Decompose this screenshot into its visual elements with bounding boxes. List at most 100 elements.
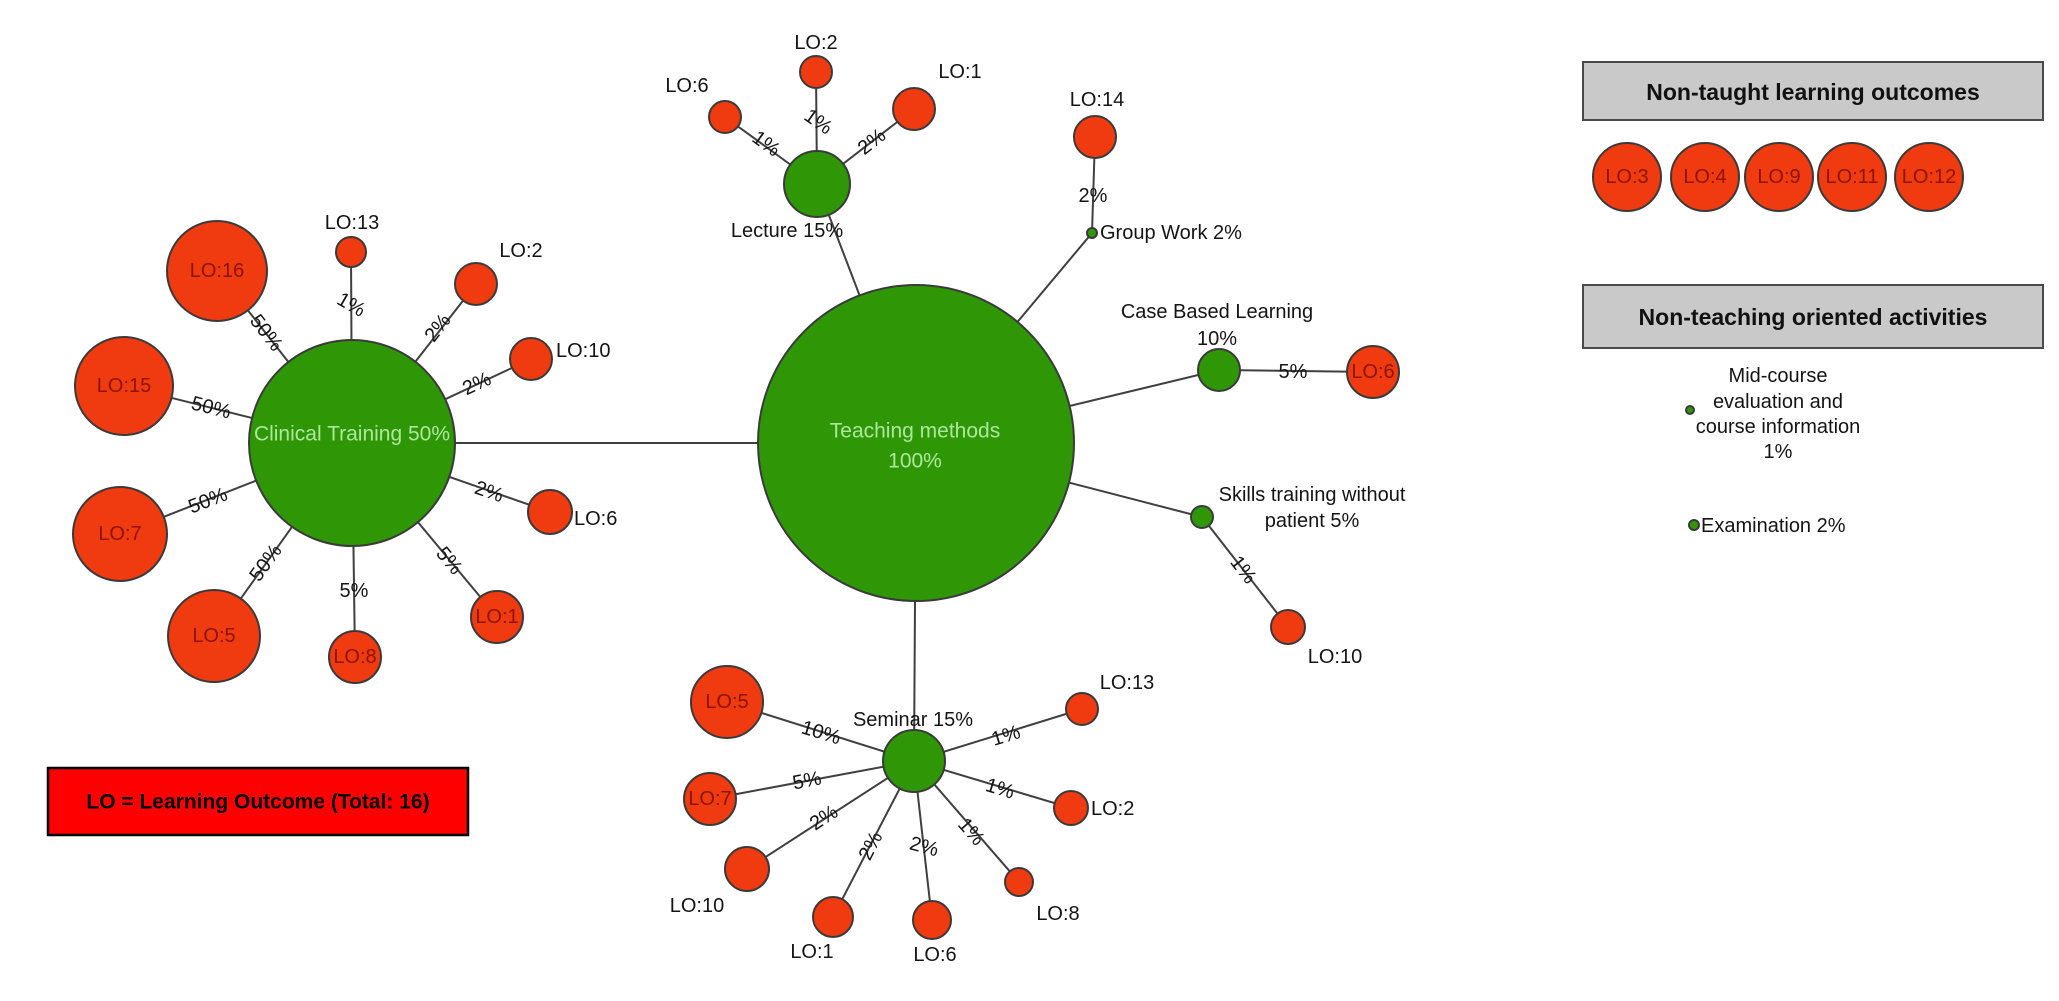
legend-red-box — [46, 766, 470, 837]
group-work-node — [1086, 227, 1098, 239]
clinical-lo10-pct: 2% — [459, 368, 495, 400]
non-taught-lo11-circle — [1817, 142, 1887, 212]
non-taught-panel: Non-taught learning outcomes LO:3 LO:4 L… — [1582, 61, 2044, 212]
case-based-satellites: LO:6 5% — [1279, 345, 1400, 399]
clinical-lo16-pct: 50% — [245, 310, 287, 355]
legend: LO = Learning Outcome (Total: 16) — [46, 766, 470, 837]
midcourse-label-line2: evaluation and — [1713, 391, 1843, 413]
seminar-node — [882, 729, 946, 793]
clinical-lo10-label: LO:10 — [556, 340, 610, 362]
teaching-methods-node — [757, 284, 1075, 602]
groupwork-lo14-pct: 2% — [1079, 185, 1108, 207]
teaching-methods-label-line2: 100% — [888, 450, 942, 473]
seminar-lo2-label: LO:2 — [1091, 798, 1134, 820]
clinical-lo13-pct: 1% — [333, 288, 369, 322]
legend-lo-definition: LO = Learning Outcome (Total: 16) — [86, 791, 429, 814]
clinical-training-node — [248, 339, 456, 547]
case-based-label-line2: 10% — [1197, 328, 1237, 350]
clinical-lo7-label: LO:7 — [98, 523, 141, 545]
seminar-lo7-circle — [683, 772, 737, 826]
seminar-lo2-circle — [1053, 790, 1089, 826]
seminar-lo1-label: LO:1 — [790, 941, 833, 963]
examination-dot — [1688, 519, 1700, 531]
clinical-lo2-circle — [454, 262, 498, 306]
examination-label: Examination 2% — [1701, 515, 1846, 537]
seminar-label: Seminar 15% — [853, 709, 973, 731]
clinical-lo15-pct: 50% — [189, 392, 233, 423]
seminar-lo7-label: LO:7 — [688, 788, 731, 810]
groupwork-lo14-label: LO:14 — [1070, 89, 1124, 111]
edge-skills-lo10 — [1201, 516, 1289, 628]
lecture-lo1-pct: 2% — [854, 124, 890, 159]
clinical-lo2-label: LO:2 — [499, 240, 542, 262]
non-taught-lo3-label: LO:3 — [1605, 166, 1648, 188]
midcourse-dot — [1685, 405, 1695, 415]
seminar-lo6-label: LO:6 — [913, 944, 956, 966]
seminar-lo10-label: LO:10 — [670, 895, 724, 917]
seminar-lo6-pct: 2% — [907, 833, 941, 862]
non-taught-lo12-circle — [1894, 142, 1964, 212]
non-taught-lo12-label: LO:12 — [1902, 166, 1956, 188]
skills-satellites: LO:10 1% — [1225, 552, 1362, 668]
clinical-lo7-pct: 50% — [185, 483, 230, 518]
seminar-lo2-pct: 1% — [983, 774, 1017, 804]
lecture-lo1-circle — [892, 87, 936, 131]
clinical-lo16-circle — [166, 220, 268, 322]
clinical-training-label: Clinical Training 50% — [254, 423, 450, 446]
skills-lo10-circle — [1270, 609, 1306, 645]
case-based-learning-node — [1197, 348, 1241, 392]
seminar-lo10-pct: 2% — [806, 801, 842, 835]
lecture-satellites: LO:6 1% LO:2 1% LO:1 2% — [665, 32, 981, 162]
edge-seminar-lo7 — [709, 760, 915, 800]
seminar-lo7-pct: 5% — [791, 767, 824, 794]
seminar-lo8-pct: 1% — [953, 814, 989, 850]
seminar-lo5-circle — [690, 665, 764, 739]
skills-label-line2: patient 5% — [1265, 510, 1360, 532]
lecture-lo2-label: LO:2 — [794, 32, 837, 54]
clinical-lo7-circle — [72, 486, 168, 582]
clinical-lo15-circle — [74, 336, 174, 436]
edge-seminar-lo10 — [746, 760, 915, 870]
group-work-label: Group Work 2% — [1100, 222, 1242, 244]
clinical-lo6-label: LO:6 — [574, 508, 617, 530]
lecture-node — [783, 150, 851, 218]
clinical-lo1-label: LO:1 — [475, 606, 518, 628]
non-taught-header-box — [1582, 61, 2044, 121]
seminar-lo8-circle — [1004, 867, 1034, 897]
non-taught-lo9-label: LO:9 — [1757, 166, 1800, 188]
seminar-lo13-circle — [1065, 692, 1099, 726]
non-taught-lo4-circle — [1670, 142, 1740, 212]
lecture-lo6-label: LO:6 — [665, 75, 708, 97]
clinical-lo8-circle — [328, 630, 382, 684]
clinical-lo8-label: LO:8 — [333, 646, 376, 668]
seminar-lo13-pct: 1% — [989, 721, 1023, 751]
clinical-lo5-label: LO:5 — [192, 625, 235, 647]
clinical-lo6-pct: 2% — [472, 477, 507, 507]
clinical-lo5-pct: 50% — [245, 540, 286, 585]
clinical-lo2-pct: 2% — [420, 310, 455, 346]
casebased-lo6-label: LO:6 — [1351, 361, 1394, 383]
lecture-lo6-circle — [708, 100, 742, 134]
groupwork-lo14-circle — [1073, 115, 1117, 159]
clinical-lo6-circle — [527, 489, 573, 535]
lecture-lo2-circle — [799, 55, 833, 89]
non-taught-lo3-circle — [1592, 142, 1662, 212]
clinical-lo8-pct: 5% — [340, 580, 369, 602]
seminar-lo5-label: LO:5 — [705, 691, 748, 713]
seminar-lo5-pct: 10% — [799, 717, 844, 750]
case-based-label-line1: Case Based Learning — [1121, 301, 1313, 323]
lecture-lo2-pct: 1% — [800, 105, 836, 140]
seminar-lo1-pct: 2% — [855, 828, 888, 864]
group-work-satellites: LO:14 2% — [1070, 89, 1124, 207]
skills-label-line1: Skills training without — [1219, 484, 1406, 506]
skills-lo10-label: LO:10 — [1308, 646, 1362, 668]
non-teaching-header-title: Non-teaching oriented activities — [1639, 304, 1988, 330]
lecture-label: Lecture 15% — [731, 220, 844, 242]
clinical-lo16-label: LO:16 — [190, 260, 244, 282]
midcourse-label-line4: 1% — [1764, 441, 1793, 463]
casebased-lo6-circle — [1346, 345, 1400, 399]
midcourse-label-line1: Mid-course — [1729, 365, 1828, 387]
lecture-lo1-label: LO:1 — [938, 61, 981, 83]
